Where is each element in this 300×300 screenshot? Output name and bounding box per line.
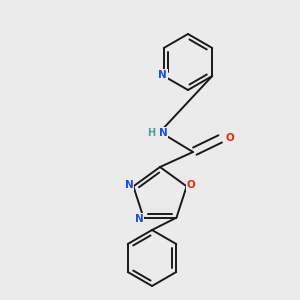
Text: N: N bbox=[135, 214, 144, 224]
Text: H: H bbox=[147, 128, 155, 138]
Text: N: N bbox=[158, 70, 167, 80]
Text: O: O bbox=[186, 180, 195, 190]
Text: N: N bbox=[125, 180, 134, 190]
Text: O: O bbox=[226, 133, 234, 143]
Text: N: N bbox=[159, 128, 167, 138]
